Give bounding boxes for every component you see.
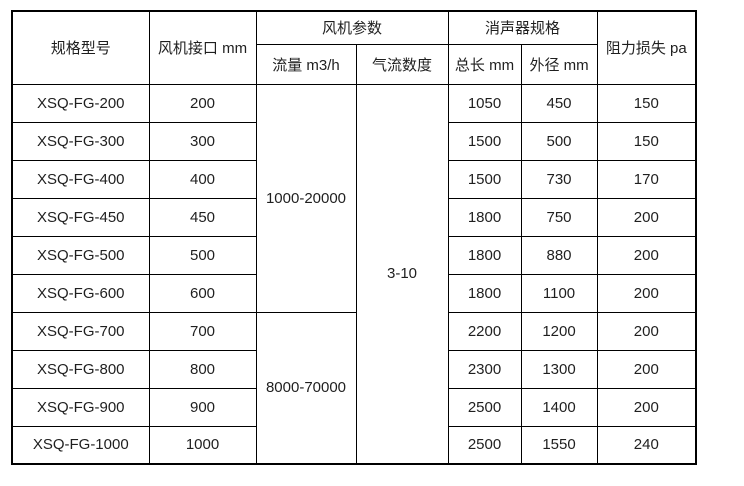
- cell-resistance-loss: 240: [596, 425, 697, 465]
- cell-outer-diameter: 1300: [520, 349, 598, 389]
- cell-total-length: 1500: [447, 121, 522, 161]
- cell-resistance-loss: 200: [596, 387, 697, 427]
- table-row: XSQ-FG-600 600 1800 1100 200: [11, 273, 697, 313]
- cell-total-length: 2500: [447, 387, 522, 427]
- cell-model: XSQ-FG-400: [11, 159, 150, 199]
- cell-interface: 800: [148, 349, 257, 389]
- cell-resistance-loss: 200: [596, 311, 697, 351]
- col-header-fan-interface: 风机接口 mm: [148, 10, 257, 85]
- col-header-outer-diameter: 外径 mm: [520, 43, 598, 85]
- cell-model: XSQ-FG-600: [11, 273, 150, 313]
- cell-total-length: 2500: [447, 425, 522, 465]
- col-header-flow: 流量 m3/h: [255, 43, 357, 85]
- table-row: XSQ-FG-800 800 2300 1300 200: [11, 349, 697, 389]
- cell-interface: 900: [148, 387, 257, 427]
- cell-outer-diameter: 1100: [520, 273, 598, 313]
- cell-interface: 200: [148, 83, 257, 123]
- cell-interface: 450: [148, 197, 257, 237]
- col-group-silencer-spec: 消声器规格: [447, 10, 598, 45]
- table-row: XSQ-FG-1000 1000 2500 1550 240: [11, 425, 697, 465]
- cell-model: XSQ-FG-450: [11, 197, 150, 237]
- cell-model: XSQ-FG-500: [11, 235, 150, 275]
- cell-resistance-loss: 170: [596, 159, 697, 199]
- cell-interface: 400: [148, 159, 257, 199]
- cell-model: XSQ-FG-700: [11, 311, 150, 351]
- cell-outer-diameter: 750: [520, 197, 598, 237]
- cell-resistance-loss: 200: [596, 235, 697, 275]
- table-row: XSQ-FG-300 300 1500 500 150: [11, 121, 697, 161]
- header-row-sub: 流量 m3/h 气流数度 总长 mm 外径 mm: [12, 43, 696, 85]
- cell-total-length: 1050: [447, 83, 522, 123]
- cell-outer-diameter: 1400: [520, 387, 598, 427]
- cell-resistance-loss: 150: [596, 121, 697, 161]
- cell-total-length: 1500: [447, 159, 522, 199]
- cell-interface: 700: [148, 311, 257, 351]
- cell-model: XSQ-FG-200: [11, 83, 150, 123]
- cell-total-length: 1800: [447, 235, 522, 275]
- table-row: XSQ-FG-400 400 1500 730 170: [11, 159, 697, 199]
- cell-flow-group-1: 1000-20000: [255, 83, 357, 313]
- cell-resistance-loss: 150: [596, 83, 697, 123]
- cell-total-length: 2300: [447, 349, 522, 389]
- cell-model: XSQ-FG-800: [11, 349, 150, 389]
- cell-total-length: 1800: [447, 197, 522, 237]
- cell-total-length: 1800: [447, 273, 522, 313]
- cell-total-length: 2200: [447, 311, 522, 351]
- col-header-model: 规格型号: [11, 10, 150, 85]
- col-group-fan-params: 风机参数: [255, 10, 449, 45]
- cell-interface: 500: [148, 235, 257, 275]
- table-row: XSQ-FG-450 450 1800 750 200: [11, 197, 697, 237]
- cell-interface: 300: [148, 121, 257, 161]
- cell-outer-diameter: 1550: [520, 425, 598, 465]
- cell-resistance-loss: 200: [596, 197, 697, 237]
- col-header-total-length: 总长 mm: [447, 43, 522, 85]
- cell-outer-diameter: 1200: [520, 311, 598, 351]
- cell-model: XSQ-FG-900: [11, 387, 150, 427]
- spec-table: 规格型号 风机接口 mm 风机参数 消声器规格 阻力损失 pa 流量 m3/h …: [11, 10, 698, 465]
- table-row: XSQ-FG-200 200 1000-20000 3-10 1050 450 …: [11, 83, 697, 465]
- table-row: XSQ-FG-700 700 8000-70000 2200 1200 200: [11, 311, 697, 465]
- cell-outer-diameter: 450: [520, 83, 598, 123]
- col-header-airflow-rate: 气流数度: [355, 43, 449, 85]
- cell-airflow-rate: 3-10: [355, 83, 449, 465]
- col-header-resistance-loss: 阻力损失 pa: [596, 10, 697, 85]
- cell-interface: 600: [148, 273, 257, 313]
- cell-resistance-loss: 200: [596, 349, 697, 389]
- cell-model: XSQ-FG-300: [11, 121, 150, 161]
- cell-interface: 1000: [148, 425, 257, 465]
- cell-outer-diameter: 500: [520, 121, 598, 161]
- cell-flow-group-2: 8000-70000: [255, 311, 357, 465]
- header-row-top: 规格型号 风机接口 mm 风机参数 消声器规格 阻力损失 pa: [11, 10, 697, 85]
- cell-outer-diameter: 730: [520, 159, 598, 199]
- table-row: XSQ-FG-500 500 1800 880 200: [11, 235, 697, 275]
- cell-outer-diameter: 880: [520, 235, 598, 275]
- cell-resistance-loss: 200: [596, 273, 697, 313]
- cell-model: XSQ-FG-1000: [11, 425, 150, 465]
